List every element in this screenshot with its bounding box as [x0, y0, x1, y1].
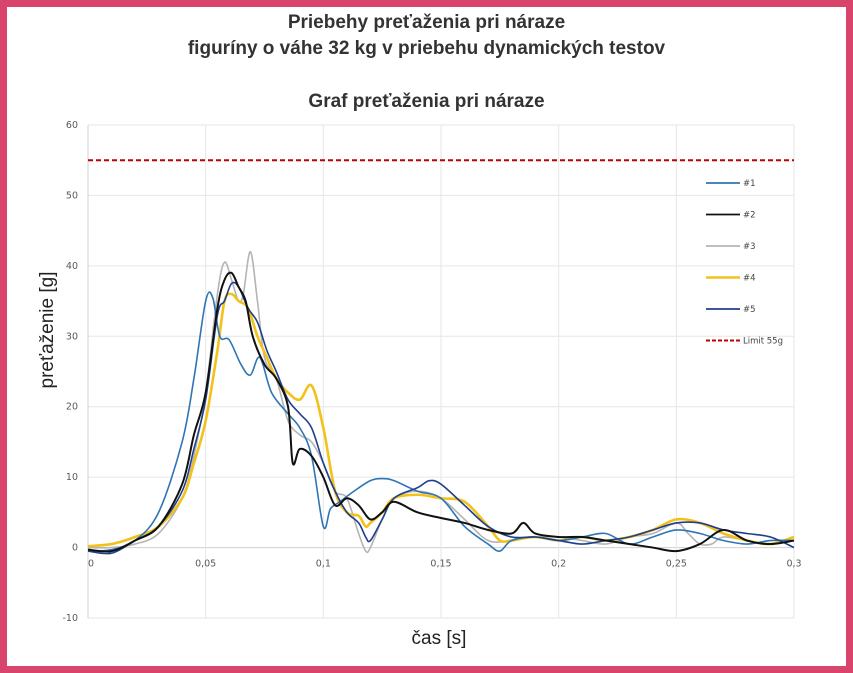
- series-lines: [87, 159, 795, 555]
- legend-label: #3: [743, 242, 756, 252]
- legend-label: #1: [743, 179, 756, 189]
- y-tick-label: 40: [66, 261, 78, 272]
- gridlines: [87, 124, 795, 619]
- y-tick-label: 50: [66, 190, 78, 201]
- legend: #1 #2 #3 #4 #5 Limit 55g: [706, 179, 783, 347]
- legend-label: #4: [743, 274, 756, 284]
- x-tick-label: 0,2: [551, 559, 566, 570]
- y-tick-label: 10: [66, 472, 78, 483]
- x-tick-label: 0,1: [316, 559, 331, 570]
- y-tick-labels: -10 0 10 20 30 40 50 60: [62, 120, 78, 624]
- legend-label: Limit 55g: [743, 337, 783, 347]
- x-tick-label: 0: [88, 559, 94, 570]
- x-tick-labels: 0 0,05 0,1 0,15 0,2 0,25 0,3: [88, 559, 802, 570]
- y-tick-label: 60: [66, 120, 78, 131]
- series-line-2: [87, 271, 795, 553]
- x-axis-label: čas [s]: [412, 628, 467, 649]
- y-tick-label: 20: [66, 402, 78, 413]
- x-tick-label: 0,3: [786, 559, 801, 570]
- y-axis-label: preťaženie [g]: [37, 272, 58, 389]
- page-title-line2: figuríny o váhe 32 kg v priebehu dynamic…: [187, 38, 666, 59]
- series-line-5: [87, 281, 795, 555]
- y-tick-label: 0: [72, 543, 78, 554]
- x-tick-label: 0,25: [666, 559, 687, 570]
- chart-title: Graf preťaženia pri náraze: [308, 91, 545, 112]
- x-tick-label: 0,05: [195, 559, 216, 570]
- legend-label: #2: [743, 211, 756, 221]
- legend-label: #5: [743, 305, 756, 315]
- series-line-3: [87, 250, 795, 554]
- x-tick-label: 0,15: [430, 559, 451, 570]
- y-tick-label: -10: [62, 613, 78, 624]
- y-tick-label: 30: [66, 331, 78, 342]
- page-title-line1: Priebehy preťaženia pri náraze: [287, 12, 566, 33]
